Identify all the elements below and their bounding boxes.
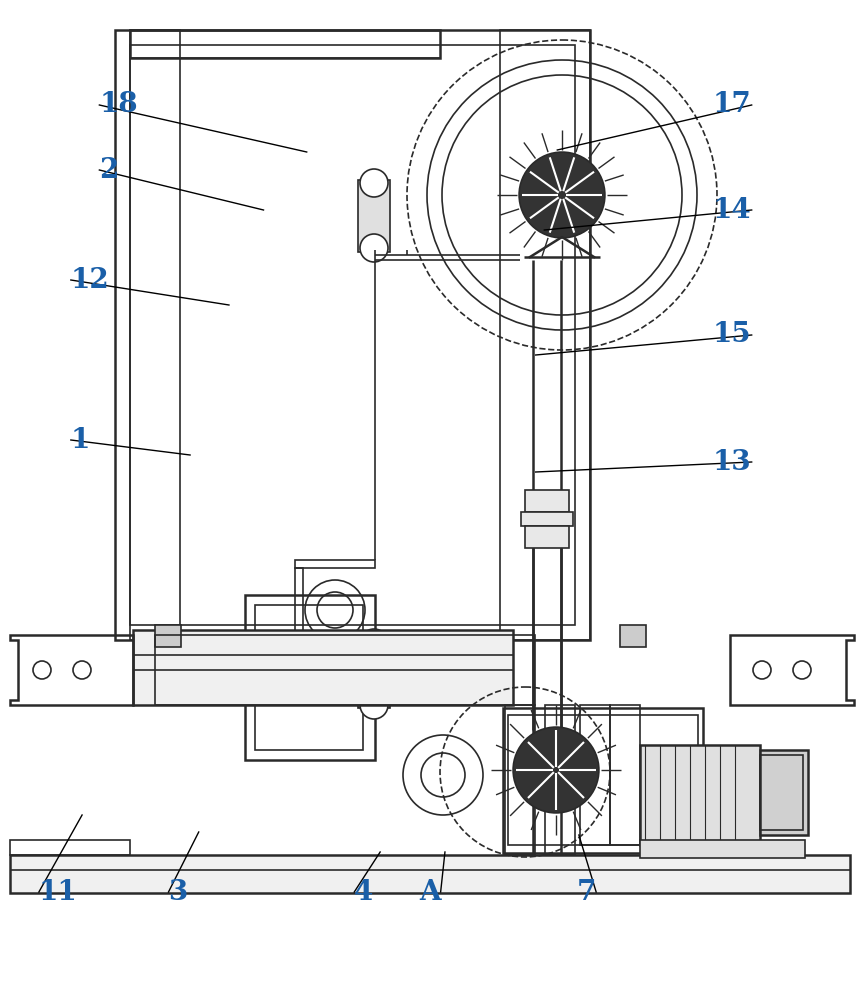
Bar (10, 840, 130, 855)
Text: 15: 15 (713, 322, 752, 349)
Circle shape (360, 629, 388, 657)
Circle shape (360, 169, 388, 197)
Text: 14: 14 (713, 196, 752, 224)
Bar (505, 705, 535, 855)
Bar (358, 180, 390, 252)
Circle shape (519, 152, 605, 238)
Text: 13: 13 (713, 448, 752, 476)
Bar (500, 30, 590, 640)
Bar (508, 715, 698, 845)
Bar (133, 630, 513, 705)
Bar (255, 605, 363, 750)
Bar (545, 705, 575, 855)
Bar (115, 30, 590, 640)
Text: A: A (419, 879, 441, 906)
Bar (760, 750, 808, 835)
Bar (130, 30, 440, 58)
Bar (295, 568, 303, 648)
Bar (155, 635, 535, 705)
Text: 7: 7 (577, 879, 596, 906)
Bar (358, 640, 390, 708)
Circle shape (360, 691, 388, 719)
Bar (640, 745, 760, 845)
Bar (503, 708, 703, 853)
Bar (245, 595, 375, 760)
Circle shape (513, 727, 599, 813)
Text: 17: 17 (713, 92, 752, 118)
Bar (525, 490, 569, 512)
Text: 4: 4 (354, 879, 373, 906)
Bar (620, 625, 646, 647)
Circle shape (360, 234, 388, 262)
Bar (580, 705, 610, 845)
Bar (760, 755, 803, 830)
Bar (640, 840, 805, 858)
Bar (610, 705, 640, 845)
Bar (521, 512, 573, 526)
Text: 3: 3 (168, 879, 187, 906)
Bar (130, 45, 575, 625)
Text: 12: 12 (71, 266, 110, 294)
Text: 18: 18 (99, 92, 138, 118)
Bar (130, 30, 180, 640)
Bar (10, 855, 850, 893)
Text: 2: 2 (99, 156, 118, 184)
Bar (525, 526, 569, 548)
Bar (303, 640, 375, 648)
Bar (295, 560, 375, 568)
Text: 11: 11 (39, 879, 78, 906)
Text: 1: 1 (71, 426, 90, 454)
Bar (155, 625, 181, 647)
